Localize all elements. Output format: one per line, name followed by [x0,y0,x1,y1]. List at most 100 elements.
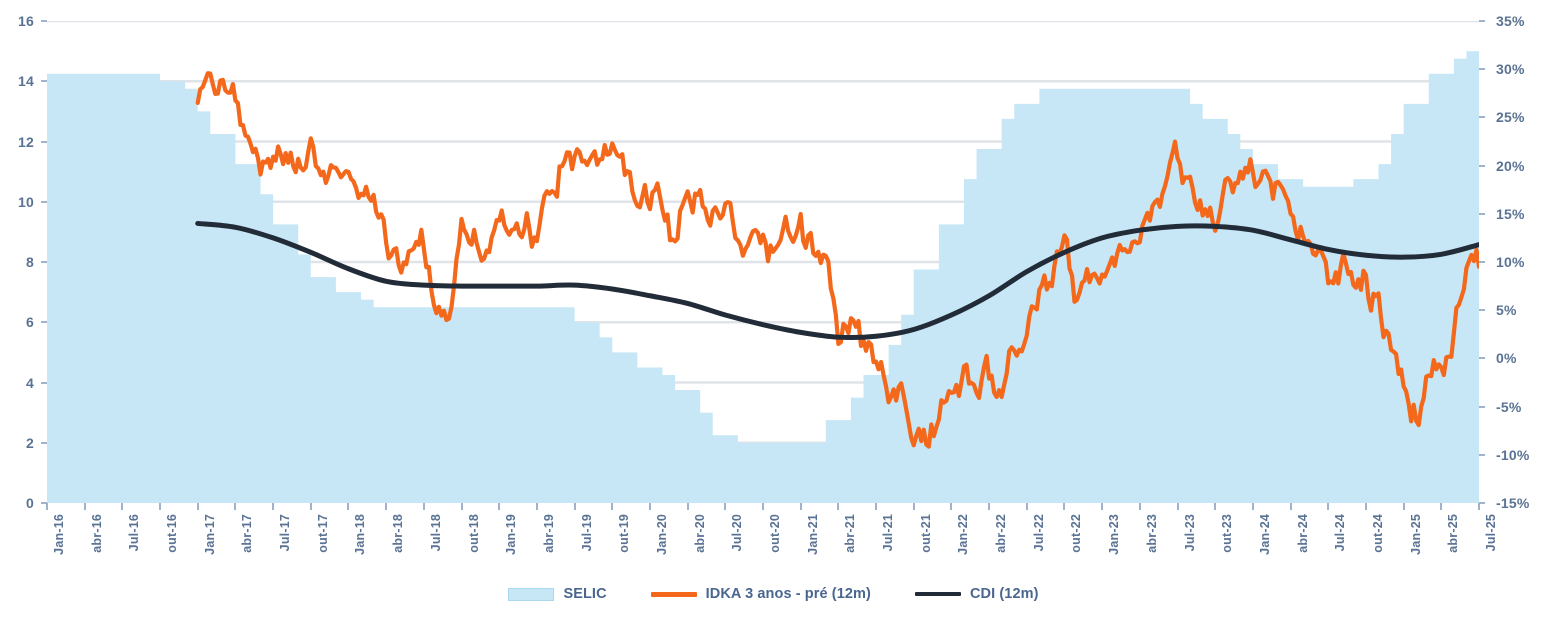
y-left-tick-label: 12 [18,133,34,150]
y-left-tick-mark [41,200,47,203]
x-tick-label: Jan-18 [353,514,368,555]
chart-canvas [47,21,1479,503]
y-right-tick-label: 25% [1496,109,1525,126]
x-tick-label: out-17 [315,514,330,553]
y-left-tick-label: 4 [26,374,34,391]
y-right-tick-label: 15% [1496,205,1525,222]
x-tick-label: Jan-24 [1257,514,1272,555]
x-tick-label: abr-20 [692,514,707,553]
x-tick-mark [1138,503,1141,510]
x-tick-label: Jan-25 [1408,514,1423,555]
y-right-tick-label: -15% [1496,495,1530,511]
plot-area [47,21,1479,503]
chart-legend: SELIC IDKA 3 anos - pré (12m) CDI (12m) [0,586,1547,602]
legend-item-cdi[interactable]: CDI (12m) [914,586,1039,602]
legend-label-cdi: CDI (12m) [969,586,1039,602]
y-left-tick-label: 0 [26,495,34,511]
x-tick-mark [1176,503,1179,510]
x-tick-label: Jan-17 [202,514,217,555]
x-tick-mark [1289,503,1292,510]
y-right-tick-mark [1479,453,1485,456]
x-tick-mark [1025,503,1028,510]
x-tick-mark [611,503,614,510]
y-right-tick-mark [1479,164,1485,167]
x-tick-label: abr-18 [391,514,406,553]
x-tick-label: Jul-25 [1484,514,1498,552]
x-tick-mark [46,503,48,510]
x-tick-label: Jan-16 [52,514,66,555]
x-tick-label: Jan-19 [504,514,519,555]
x-tick-label: out-22 [1069,514,1084,553]
y-left-tick-mark [41,261,47,263]
x-tick-mark [724,503,727,510]
selic-step-area [47,51,1479,503]
x-tick-mark [762,503,764,510]
y-axis-left: 0 2 4 6 8 10 12 14 16 [0,0,44,524]
x-tick-mark [1402,503,1405,510]
x-tick-mark [498,503,501,510]
y-right-tick-label: 30% [1496,61,1525,78]
y-axis-right: -15% -10% -5% 0% 5% 10% 15% 20% 25% 30% 35% [1482,0,1546,524]
x-tick-label: abr-17 [240,514,255,553]
x-tick-mark [837,503,840,510]
legend-item-selic[interactable]: SELIC [508,586,607,602]
x-tick-label: Jul-24 [1333,514,1348,552]
x-tick-label: Jul-22 [1031,514,1046,552]
x-tick-label: abr-23 [1144,514,1159,553]
x-tick-mark [385,503,388,510]
x-tick-mark [159,503,162,510]
x-tick-label: Jul-21 [881,514,896,552]
x-tick-mark [1101,503,1104,510]
x-tick-mark [121,503,124,510]
x-tick-label: abr-22 [994,514,1009,553]
x-tick-mark [1364,503,1367,510]
x-tick-label: abr-24 [1295,514,1310,553]
y-right-tick-label: 35% [1496,13,1525,29]
x-axis: Jan-16 abr-16 Jul-16 out-16 Jan-17 abr-17 Jul-… [46,503,1498,623]
legend-label-selic: SELIC [563,586,607,602]
x-tick-mark [460,503,463,510]
y-left-tick-label: 10 [18,193,34,210]
y-right-tick-mark [1479,261,1485,263]
y-right-tick-mark [1479,309,1485,312]
x-tick-mark [83,503,86,510]
y-right-tick-mark [1479,405,1485,408]
y-left-tick-mark [41,20,47,22]
selic-area-swatch [508,587,555,601]
cdi-line [195,220,1479,341]
x-tick-mark [988,503,991,510]
x-tick-mark [1327,503,1330,510]
x-tick-mark [875,503,878,510]
x-tick-mark [272,503,275,510]
x-tick-label: Jan-20 [654,514,669,555]
y-right-tick-label: 0% [1496,350,1517,367]
cdi-line-swatch [914,592,961,596]
x-tick-mark [1214,503,1217,510]
x-tick-mark [196,503,199,510]
x-tick-label: Jul-20 [730,514,745,552]
y-right-tick-label: -5% [1496,398,1522,415]
y-left-tick-label: 16 [18,13,34,29]
x-tick-label: abr-16 [89,514,104,553]
y-right-tick-mark [1479,116,1485,119]
y-right-tick-label: 20% [1496,157,1525,174]
y-left-tick-mark [41,381,47,384]
y-right-tick-mark [1479,68,1485,71]
x-tick-label: Jul-16 [127,514,142,552]
x-tick-label: Jul-17 [278,514,293,552]
y-right-tick-mark [1479,20,1485,22]
legend-item-idka[interactable]: IDKA 3 anos - pré (12m) [650,586,871,602]
x-tick-mark [1478,503,1480,510]
idka-line [195,71,1479,449]
legend-label-idka: IDKA 3 anos - pré (12m) [705,586,871,602]
x-tick-label: Jul-19 [579,514,594,552]
x-tick-mark [573,503,576,510]
x-tick-label: abr-19 [541,514,556,553]
y-right-tick-label: 5% [1496,302,1517,319]
x-tick-mark [1251,503,1254,510]
x-tick-label: out-21 [918,514,933,553]
x-tick-mark [422,503,425,510]
x-tick-mark [1063,503,1066,510]
idka-line-swatch [650,591,697,597]
x-tick-label: out-23 [1220,514,1235,553]
